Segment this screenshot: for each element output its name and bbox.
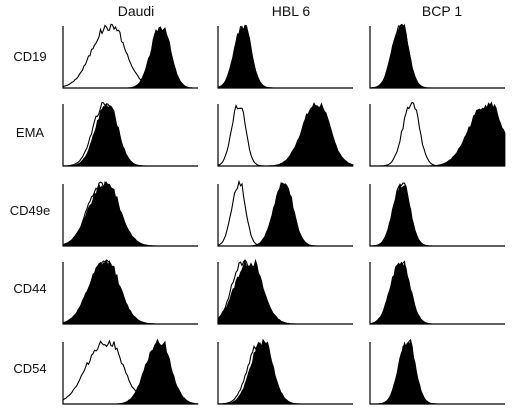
- panel-cd54-bcp1-axes: [369, 342, 505, 405]
- panel-cd44-daudi-axes: [62, 262, 198, 325]
- panel-cd49e-bcp1-stained-histogram: [369, 183, 505, 247]
- panel-ema-hbl6-axes: [217, 104, 353, 167]
- panel-cd19-hbl6-stained-histogram: [217, 24, 353, 89]
- row-label-cd19: CD19: [13, 49, 46, 64]
- panel-cd54-bcp1: [369, 338, 505, 405]
- panel-cd49e-hbl6-axes: [217, 184, 353, 247]
- panel-ema-daudi-stained-histogram: [63, 103, 198, 167]
- panel-cd19-daudi: [62, 23, 198, 89]
- panel-cd44-bcp1-axes: [369, 262, 505, 325]
- panel-cd49e-daudi-stained-histogram: [62, 181, 198, 247]
- row-label-cd49e: CD49e: [10, 203, 50, 218]
- column-label-daudi: Daudi: [118, 3, 155, 19]
- row-label-cd54: CD54: [13, 361, 46, 376]
- panel-cd49e-bcp1-axes: [369, 184, 505, 247]
- panel-cd44-daudi: [62, 259, 198, 325]
- panel-ema-bcp1: [369, 101, 506, 167]
- panel-cd49e-hbl6: [217, 179, 353, 247]
- panel-ema-daudi-isotype-histogram: [63, 101, 198, 167]
- row-label-ema: EMA: [16, 125, 45, 140]
- panel-cd54-hbl6-axes: [217, 342, 353, 405]
- panel-ema-hbl6: [217, 102, 354, 167]
- panel-ema-daudi: [62, 101, 198, 167]
- column-label-hbl6: HBL 6: [272, 3, 311, 19]
- panel-ema-daudi-axes: [62, 104, 198, 167]
- row-label-cd44: CD44: [13, 281, 46, 296]
- panel-cd19-hbl6-axes: [217, 26, 353, 89]
- panel-cd49e-hbl6-stained-histogram: [218, 182, 353, 247]
- panel-cd54-hbl6-isotype-histogram: [218, 341, 353, 405]
- histogram-panels: [62, 23, 506, 405]
- panel-cd19-daudi-axes: [62, 26, 198, 89]
- panel-cd44-bcp1: [369, 260, 505, 325]
- panel-cd19-hbl6: [217, 24, 353, 89]
- panel-cd19-bcp1: [369, 23, 505, 89]
- panel-cd54-daudi: [62, 338, 199, 405]
- panel-cd49e-bcp1: [369, 182, 505, 247]
- panel-cd44-hbl6-axes: [217, 262, 353, 325]
- panel-ema-bcp1-axes: [369, 104, 505, 167]
- panel-cd44-hbl6: [217, 258, 353, 325]
- panel-cd44-hbl6-stained-histogram: [217, 258, 353, 325]
- panel-cd54-bcp1-stained-histogram: [370, 340, 505, 405]
- panel-cd49e-daudi: [62, 181, 198, 247]
- panel-cd54-bcp1-isotype-histogram: [370, 338, 505, 405]
- panel-cd49e-daudi-axes: [62, 184, 198, 247]
- column-label-bcp1: BCP 1: [422, 3, 462, 19]
- panel-ema-bcp1-stained-histogram: [370, 101, 506, 167]
- panel-cd19-daudi-stained-histogram: [63, 26, 198, 89]
- panel-cd54-daudi-axes: [62, 342, 198, 405]
- panel-cd54-hbl6: [217, 338, 353, 405]
- panel-ema-hbl6-stained-histogram: [218, 102, 354, 167]
- panel-cd19-bcp1-axes: [369, 26, 505, 89]
